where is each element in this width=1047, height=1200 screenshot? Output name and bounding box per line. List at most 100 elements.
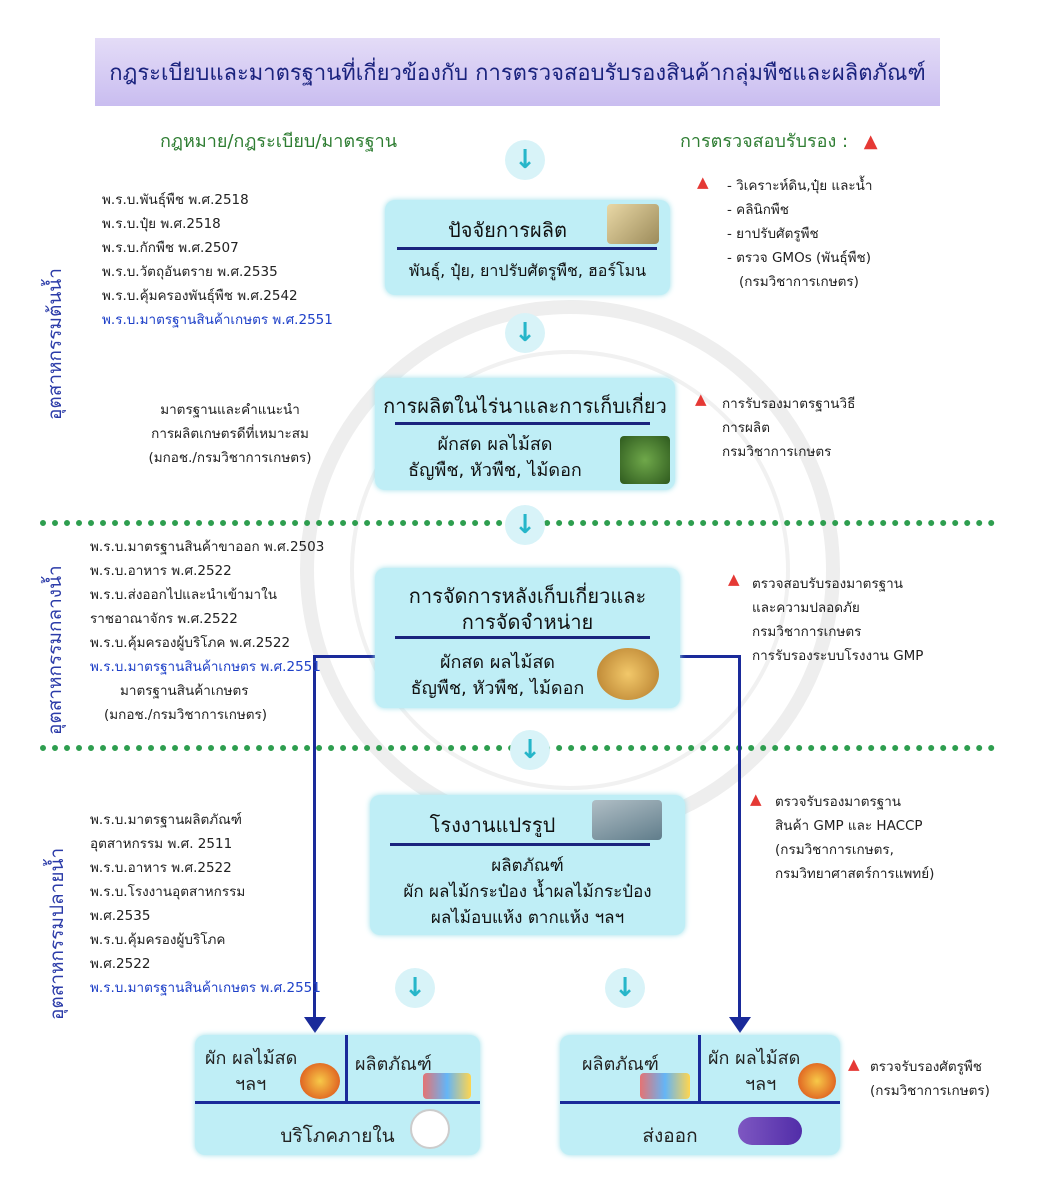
divider-line [698, 1035, 701, 1103]
post-harvest-certification-list: ตรวจสอบรับรองมาตรฐาน และความปลอดภัย กรมว… [752, 572, 923, 668]
law-item: มาตรฐานสินค้าเกษตร [120, 683, 249, 699]
cert-item: การผลิต [722, 420, 770, 436]
law-item: พ.ร.บ.คุ้มครองผู้บริโภค พ.ศ.2522 [90, 635, 291, 651]
inputs-box: ปัจจัยการผลิต พันธุ์, ปุ๋ย, ยาปรับศัตรูพ… [385, 200, 670, 295]
cert-item: สินค้า GMP และ HACCP [775, 818, 923, 834]
post-harvest-subtitle-2: ธัญพืช, หัวพืช, ไม้ดอก [410, 678, 585, 699]
farm-certification-list: การรับรองมาตรฐานวิธี การผลิต กรมวิชาการเ… [722, 392, 855, 464]
cert-item: การรับรองมาตรฐานวิธี [722, 396, 856, 412]
triangle-icon: ▲ [848, 1055, 860, 1073]
law-item: พ.ร.บ.กักพืช พ.ศ.2507 [102, 240, 239, 256]
cert-item: กรมวิทยาศาสตร์การแพทย์) [775, 866, 935, 882]
cert-item: การรับรองระบบโรงงาน GMP [752, 648, 924, 664]
inputs-subtitle: พันธุ์, ปุ๋ย, ยาปรับศัตรูพืช, ฮอร์โมน [408, 261, 647, 280]
page-title: กฎระเบียบและมาตรฐานที่เกี่ยวข้องกับ การต… [95, 38, 940, 106]
connector-line [313, 655, 377, 658]
factory-certification-list: ตรวจรับรองมาตรฐาน สินค้า GMP และ HACCP (… [775, 790, 934, 886]
farm-production-box: การผลิตในไร่นาและการเก็บเกี่ยว ผักสด ผลไ… [375, 378, 675, 490]
post-harvest-subtitle-1: ผักสด ผลไม้สด [439, 652, 555, 673]
divider-line [560, 1101, 840, 1104]
cert-item: (กรมวิชาการเกษตร) [870, 1083, 990, 1099]
post-harvest-box: การจัดการหลังเก็บเกี่ยวและ การจัดจำหน่าย… [375, 568, 680, 708]
canned-products-icon [640, 1073, 690, 1099]
laws-column-title: กฎหมาย/กฎระเบียบ/มาตรฐาน [160, 131, 398, 152]
factory-subtitle-2: ผัก ผลไม้กระป๋อง น้ำผลไม้กระป๋อง [403, 882, 652, 902]
law-item: อุตสาหกรรม พ.ศ. 2511 [90, 836, 233, 852]
midstream-label: อุตสาหกรรมกลางน้ำ [44, 565, 66, 735]
factory-subtitle-1: ผลิตภัณฑ์ [491, 856, 564, 876]
domestic-consumption-box: ผัก ผลไม้สด ฯลฯ ผลิตภัณฑ์ บริโภคภายใน [195, 1035, 480, 1155]
farm-subtitle-2: ธัญพืช, หัวพืช, ไม้ดอก [408, 460, 582, 481]
export-box: ผลิตภัณฑ์ ผัก ผลไม้สด ฯลฯ ส่งออก [560, 1035, 840, 1155]
factory-box: โรงงานแปรรูป ผลิตภัณฑ์ ผัก ผลไม้กระป๋อง … [370, 795, 685, 935]
note-line: มาตรฐานและคำแนะนำ [160, 402, 300, 418]
export-left-label: ผลิตภัณฑ์ [582, 1054, 659, 1075]
law-item: พ.ร.บ.คุ้มครองพันธุ์พืช พ.ศ.2542 [102, 288, 298, 304]
law-item: พ.ศ.2522 [90, 956, 151, 972]
triangle-icon: ▲ [697, 173, 709, 191]
certification-column-title: การตรวจสอบรับรอง : ▲ [680, 126, 878, 155]
law-item: (มกอช./กรมวิชาการเกษตร) [104, 707, 268, 723]
law-item: ราชอาณาจักร พ.ศ.2522 [90, 611, 238, 627]
down-arrow-icon: ↓ [505, 140, 545, 180]
law-item: พ.ร.บ.มาตรฐานสินค้าเกษตร พ.ศ.2551 [102, 312, 333, 328]
cert-item: กรมวิชาการเกษตร [752, 624, 862, 640]
seal-inner-ring [350, 350, 790, 790]
export-certification-list: ตรวจรับรองศัตรูพืช (กรมวิชาการเกษตร) [870, 1055, 990, 1103]
upstream-laws-list: พ.ร.บ.พันธุ์พืช พ.ศ.2518 พ.ร.บ.ปุ๋ย พ.ศ.… [102, 188, 333, 332]
cert-item: (กรมวิชาการเกษตร, [775, 842, 894, 858]
down-arrow-icon: ↓ [505, 505, 545, 545]
triangle-icon: ▲ [728, 570, 740, 588]
fertilizer-sacks-icon [607, 204, 659, 244]
cert-item: - ยาปรับศัตรูพืช [727, 226, 819, 242]
certification-column-label: การตรวจสอบรับรอง : [680, 131, 849, 152]
inputs-title: ปัจจัยการผลิต [448, 218, 567, 242]
canned-products-icon [423, 1073, 471, 1099]
triangle-icon: ▲ [863, 131, 878, 152]
downstream-label: อุตสาหกรรมปลายน้ำ [46, 847, 68, 1020]
fruit-bowl-icon [300, 1063, 340, 1099]
down-arrow-icon: ↓ [605, 968, 645, 1008]
down-arrow-icon: ↓ [510, 730, 550, 770]
export-bottom-label: ส่งออก [642, 1125, 698, 1147]
gap-standard-note: มาตรฐานและคำแนะนำ การผลิตเกษตรดีที่เหมาะ… [120, 398, 340, 470]
connector-line [738, 655, 741, 1020]
factory-subtitle-3: ผลไม้อบแห้ง ตากแห้ง ฯลฯ [430, 908, 625, 928]
inputs-certification-list: - วิเคราะห์ดิน,ปุ๋ย และน้ำ - คลินิกพืช -… [727, 174, 872, 294]
airplane-icon [738, 1117, 802, 1145]
cert-item: - ตรวจ GMOs (พันธุ์พืช) [727, 250, 871, 266]
cert-item: กรมวิชาการเกษตร [722, 444, 832, 460]
down-arrow-icon: ↓ [505, 313, 545, 353]
connector-line [678, 655, 741, 658]
law-item: พ.ร.บ.มาตรฐานสินค้าเกษตร พ.ศ.2551 [90, 659, 321, 675]
note-line: การผลิตเกษตรดีที่เหมาะสม [151, 426, 309, 442]
midstream-laws-list: พ.ร.บ.มาตรฐานสินค้าขาออก พ.ศ.2503 พ.ร.บ.… [90, 535, 324, 727]
fruit-bowl-icon [798, 1063, 836, 1099]
domestic-right-label: ผลิตภัณฑ์ [355, 1054, 432, 1075]
cert-item: ตรวจรับรองมาตรฐาน [775, 794, 902, 810]
law-item: พ.ร.บ.มาตรฐานสินค้าเกษตร พ.ศ.2551 [90, 980, 321, 996]
cert-item: - วิเคราะห์ดิน,ปุ๋ย และน้ำ [727, 178, 873, 194]
post-harvest-title-2: การจัดจำหน่าย [461, 610, 594, 634]
down-arrow-icon: ↓ [395, 968, 435, 1008]
divider-line [395, 422, 650, 425]
law-item: พ.ศ.2535 [90, 908, 151, 924]
upstream-label: อุตสาหกรรมต้นน้ำ [44, 268, 66, 420]
law-item: พ.ร.บ.อาหาร พ.ศ.2522 [90, 563, 232, 579]
downstream-laws-list: พ.ร.บ.มาตรฐานผลิตภัณฑ์ อุตสาหกรรม พ.ศ. 2… [90, 808, 321, 1000]
export-right-label-1: ผัก ผลไม้สด [708, 1048, 801, 1069]
cert-item: (กรมวิชาการเกษตร) [739, 274, 859, 290]
mascot-icon [410, 1109, 450, 1149]
export-right-label-2: ฯลฯ [745, 1074, 777, 1095]
law-item: พ.ร.บ.อาหาร พ.ศ.2522 [90, 860, 232, 876]
post-harvest-title-1: การจัดการหลังเก็บเกี่ยวและ [408, 584, 647, 608]
produce-basket-icon [597, 648, 659, 700]
divider-line [195, 1101, 480, 1104]
divider-line [345, 1035, 348, 1103]
factory-title: โรงงานแปรรูป [429, 813, 556, 837]
triangle-icon: ▲ [750, 790, 762, 808]
page-title-text: กฎระเบียบและมาตรฐานที่เกี่ยวข้องกับ การต… [109, 60, 926, 86]
divider-line [390, 843, 650, 846]
divider-line [395, 636, 650, 639]
vegetable-field-icon [620, 436, 670, 484]
